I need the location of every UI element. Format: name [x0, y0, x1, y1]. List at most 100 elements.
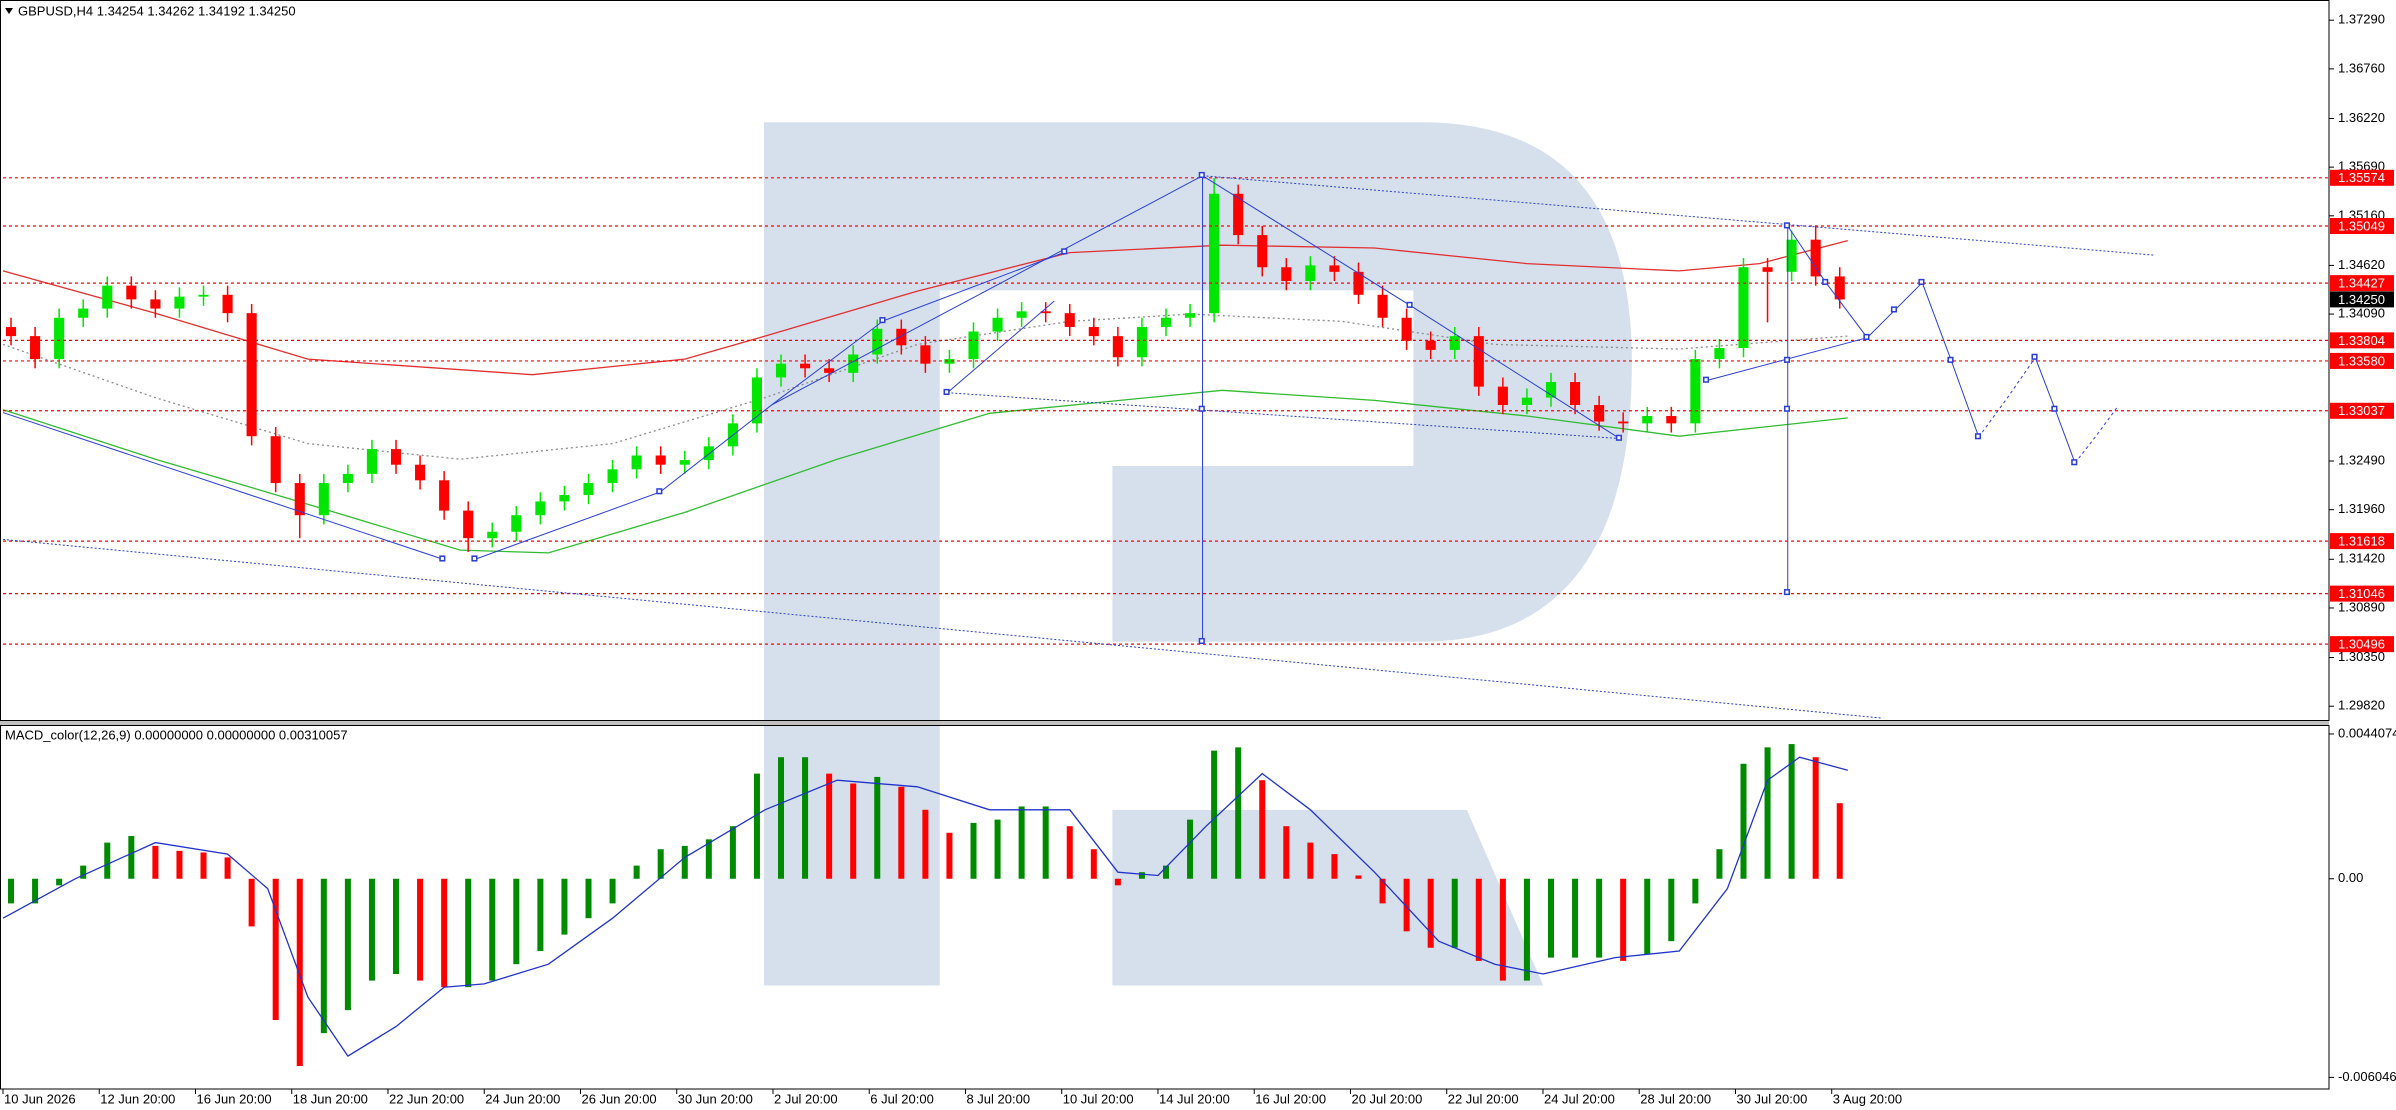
candle-body [511, 515, 522, 532]
candle-body [1449, 336, 1460, 350]
trend-line [947, 301, 1054, 393]
candle-body [1112, 336, 1123, 358]
candle-body [1425, 340, 1436, 350]
macd-bar [657, 849, 664, 879]
level-label: 1.35574 [2338, 170, 2385, 185]
macd-bar [1355, 875, 1362, 879]
candle-body [1016, 311, 1027, 318]
candle-body [1545, 382, 1557, 398]
x-tick-label: 14 Jul 20:00 [1159, 1091, 1230, 1106]
macd-bar [1692, 878, 1699, 904]
level-label: 1.31046 [2338, 586, 2385, 601]
x-tick-label: 12 Jun 20:00 [100, 1091, 175, 1106]
logo-leg [1112, 809, 1544, 986]
level-label: 1.33037 [2338, 403, 2385, 418]
macd-bar [1090, 849, 1097, 879]
wave-annotations [3, 171, 2154, 718]
anchor [1918, 278, 1925, 285]
candle-body [1497, 386, 1508, 405]
x-tick-label: 6 Jul 20:00 [870, 1091, 934, 1106]
candle-body [1088, 326, 1099, 337]
chart-header: GBPUSD,H4 1.34254 1.34262 1.34192 1.3425… [18, 3, 296, 18]
x-tick-label: 26 Jun 20:00 [581, 1091, 656, 1106]
frame [0, 0, 2330, 1090]
forecast-line [1979, 358, 2036, 437]
macd-bar [1475, 878, 1482, 961]
macd-bar [1307, 842, 1314, 879]
macd-bar [874, 776, 881, 879]
candle-body [1762, 267, 1773, 272]
candle-body [246, 313, 257, 437]
candle-body [5, 326, 17, 337]
candle-body [1329, 265, 1340, 272]
macd-bar [1812, 757, 1819, 879]
macd-bar [176, 850, 183, 879]
y-tick-label: 1.31960 [2338, 501, 2385, 516]
level-label-box [2330, 352, 2394, 369]
anchor [1783, 589, 1791, 596]
candle-body [198, 294, 209, 297]
macd-bar [777, 757, 785, 879]
plot-layer: 1.372901.367601.362201.356901.351601.346… [2, 12, 2396, 1106]
macd-bar [1836, 803, 1843, 879]
anchor-points [439, 171, 2078, 645]
macd-bar [946, 832, 953, 879]
macd-bar [1547, 878, 1555, 958]
macd-bar [753, 773, 760, 879]
x-tick-label: 22 Jul 20:00 [1448, 1091, 1519, 1106]
macd-bar [200, 852, 207, 879]
x-tick-label: 20 Jul 20:00 [1351, 1091, 1422, 1106]
x-tick-label: 10 Jun 2026 [4, 1091, 76, 1106]
candle-body [992, 317, 1003, 332]
macd-bar [898, 786, 905, 879]
signal-line [2, 756, 1848, 1057]
macd-bar [56, 878, 63, 886]
macd-bar [1259, 780, 1266, 879]
macd-bar [1499, 878, 1506, 981]
macd-bar [393, 878, 400, 975]
level-label-box [2330, 332, 2394, 349]
anchor [1863, 333, 1870, 340]
candle-body [800, 363, 811, 369]
candle-body [1136, 326, 1147, 358]
macd-bar [994, 819, 1001, 879]
level-label-box [2330, 533, 2394, 550]
macd-bar [465, 878, 472, 988]
anchor [1783, 356, 1791, 363]
watermark [764, 122, 1632, 986]
candle-body [751, 377, 762, 424]
macd-bar [609, 878, 616, 904]
wave-line [772, 176, 1620, 439]
macd-bar [8, 878, 15, 904]
candle-body [1521, 397, 1532, 405]
moving-average [2, 313, 1848, 460]
candle-body [463, 510, 474, 539]
candle-body [30, 336, 41, 360]
indicator-header: MACD_color(12,26,9) 0.00000000 0.0000000… [5, 727, 348, 742]
macd-bar [1716, 849, 1723, 879]
candle-body [1209, 193, 1220, 314]
candle-body [174, 296, 185, 309]
moving-average [2, 239, 1848, 376]
macd-bar [1211, 750, 1218, 879]
panel-separator [0, 721, 2329, 725]
x-tick-label: 28 Jul 20:00 [1640, 1091, 1711, 1106]
macd-bar [344, 878, 351, 1011]
macd-bar [1451, 878, 1458, 948]
candle-body [1377, 294, 1388, 318]
candle-body [583, 483, 594, 495]
anchor [1198, 405, 1205, 412]
candle-body [607, 469, 618, 484]
anchor [1702, 376, 1710, 383]
candle-body [559, 495, 570, 502]
anchor [1822, 278, 1829, 285]
candle-body [703, 446, 714, 461]
level-label: 1.33580 [2338, 353, 2385, 368]
x-tick-label: 18 Jun 20:00 [293, 1091, 368, 1106]
candle-body [1281, 267, 1292, 282]
x-tick-label: 30 Jul 20:00 [1736, 1091, 1807, 1106]
candle-body [679, 460, 690, 465]
y-tick-label: 1.37290 [2338, 12, 2385, 27]
candle-body [1064, 313, 1075, 327]
macd-bar [1187, 819, 1194, 879]
